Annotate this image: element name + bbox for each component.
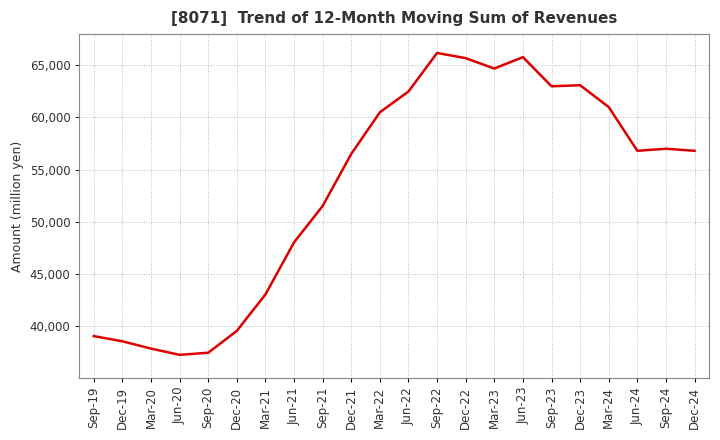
Y-axis label: Amount (million yen): Amount (million yen) [11, 140, 24, 271]
Title: [8071]  Trend of 12-Month Moving Sum of Revenues: [8071] Trend of 12-Month Moving Sum of R… [171, 11, 617, 26]
